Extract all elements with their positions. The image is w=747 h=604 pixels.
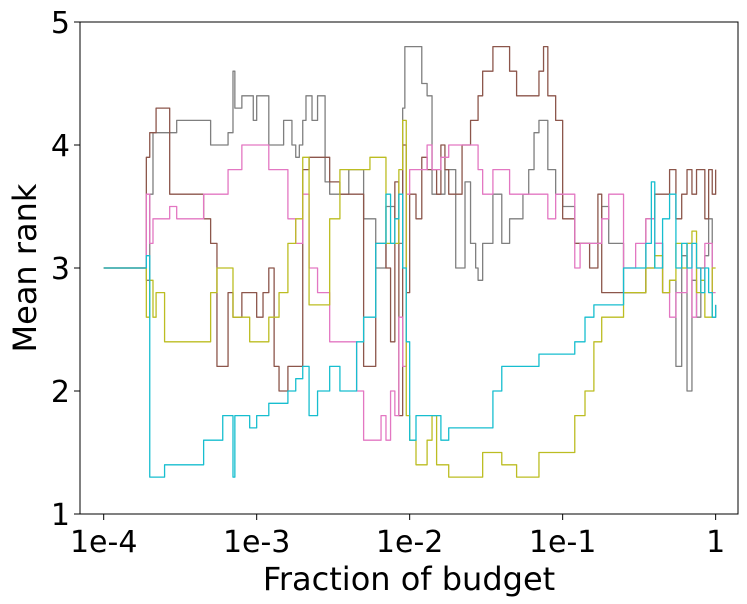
x-tick-label: 1e-4 <box>70 525 137 560</box>
x-axis-label: Fraction of budget <box>263 560 555 598</box>
series-line-cyan <box>103 181 717 478</box>
y-tick-label: 4 <box>51 129 70 164</box>
y-tick-label: 5 <box>51 6 70 41</box>
y-axis: 1 2 3 4 5 <box>51 6 80 533</box>
series-line-pink <box>103 144 716 441</box>
y-axis-label: Mean rank <box>6 183 44 352</box>
y-tick-label: 1 <box>51 498 70 533</box>
x-tick-label: 1e-3 <box>223 525 290 560</box>
x-tick-label: 1 <box>706 525 725 560</box>
y-tick-label: 3 <box>51 252 70 287</box>
x-axis: 1e-4 1e-3 1e-2 1e-1 1 <box>70 514 725 560</box>
y-tick-label: 2 <box>51 375 70 410</box>
x-tick-label: 1e-1 <box>529 525 596 560</box>
x-tick-label: 1e-2 <box>376 525 443 560</box>
